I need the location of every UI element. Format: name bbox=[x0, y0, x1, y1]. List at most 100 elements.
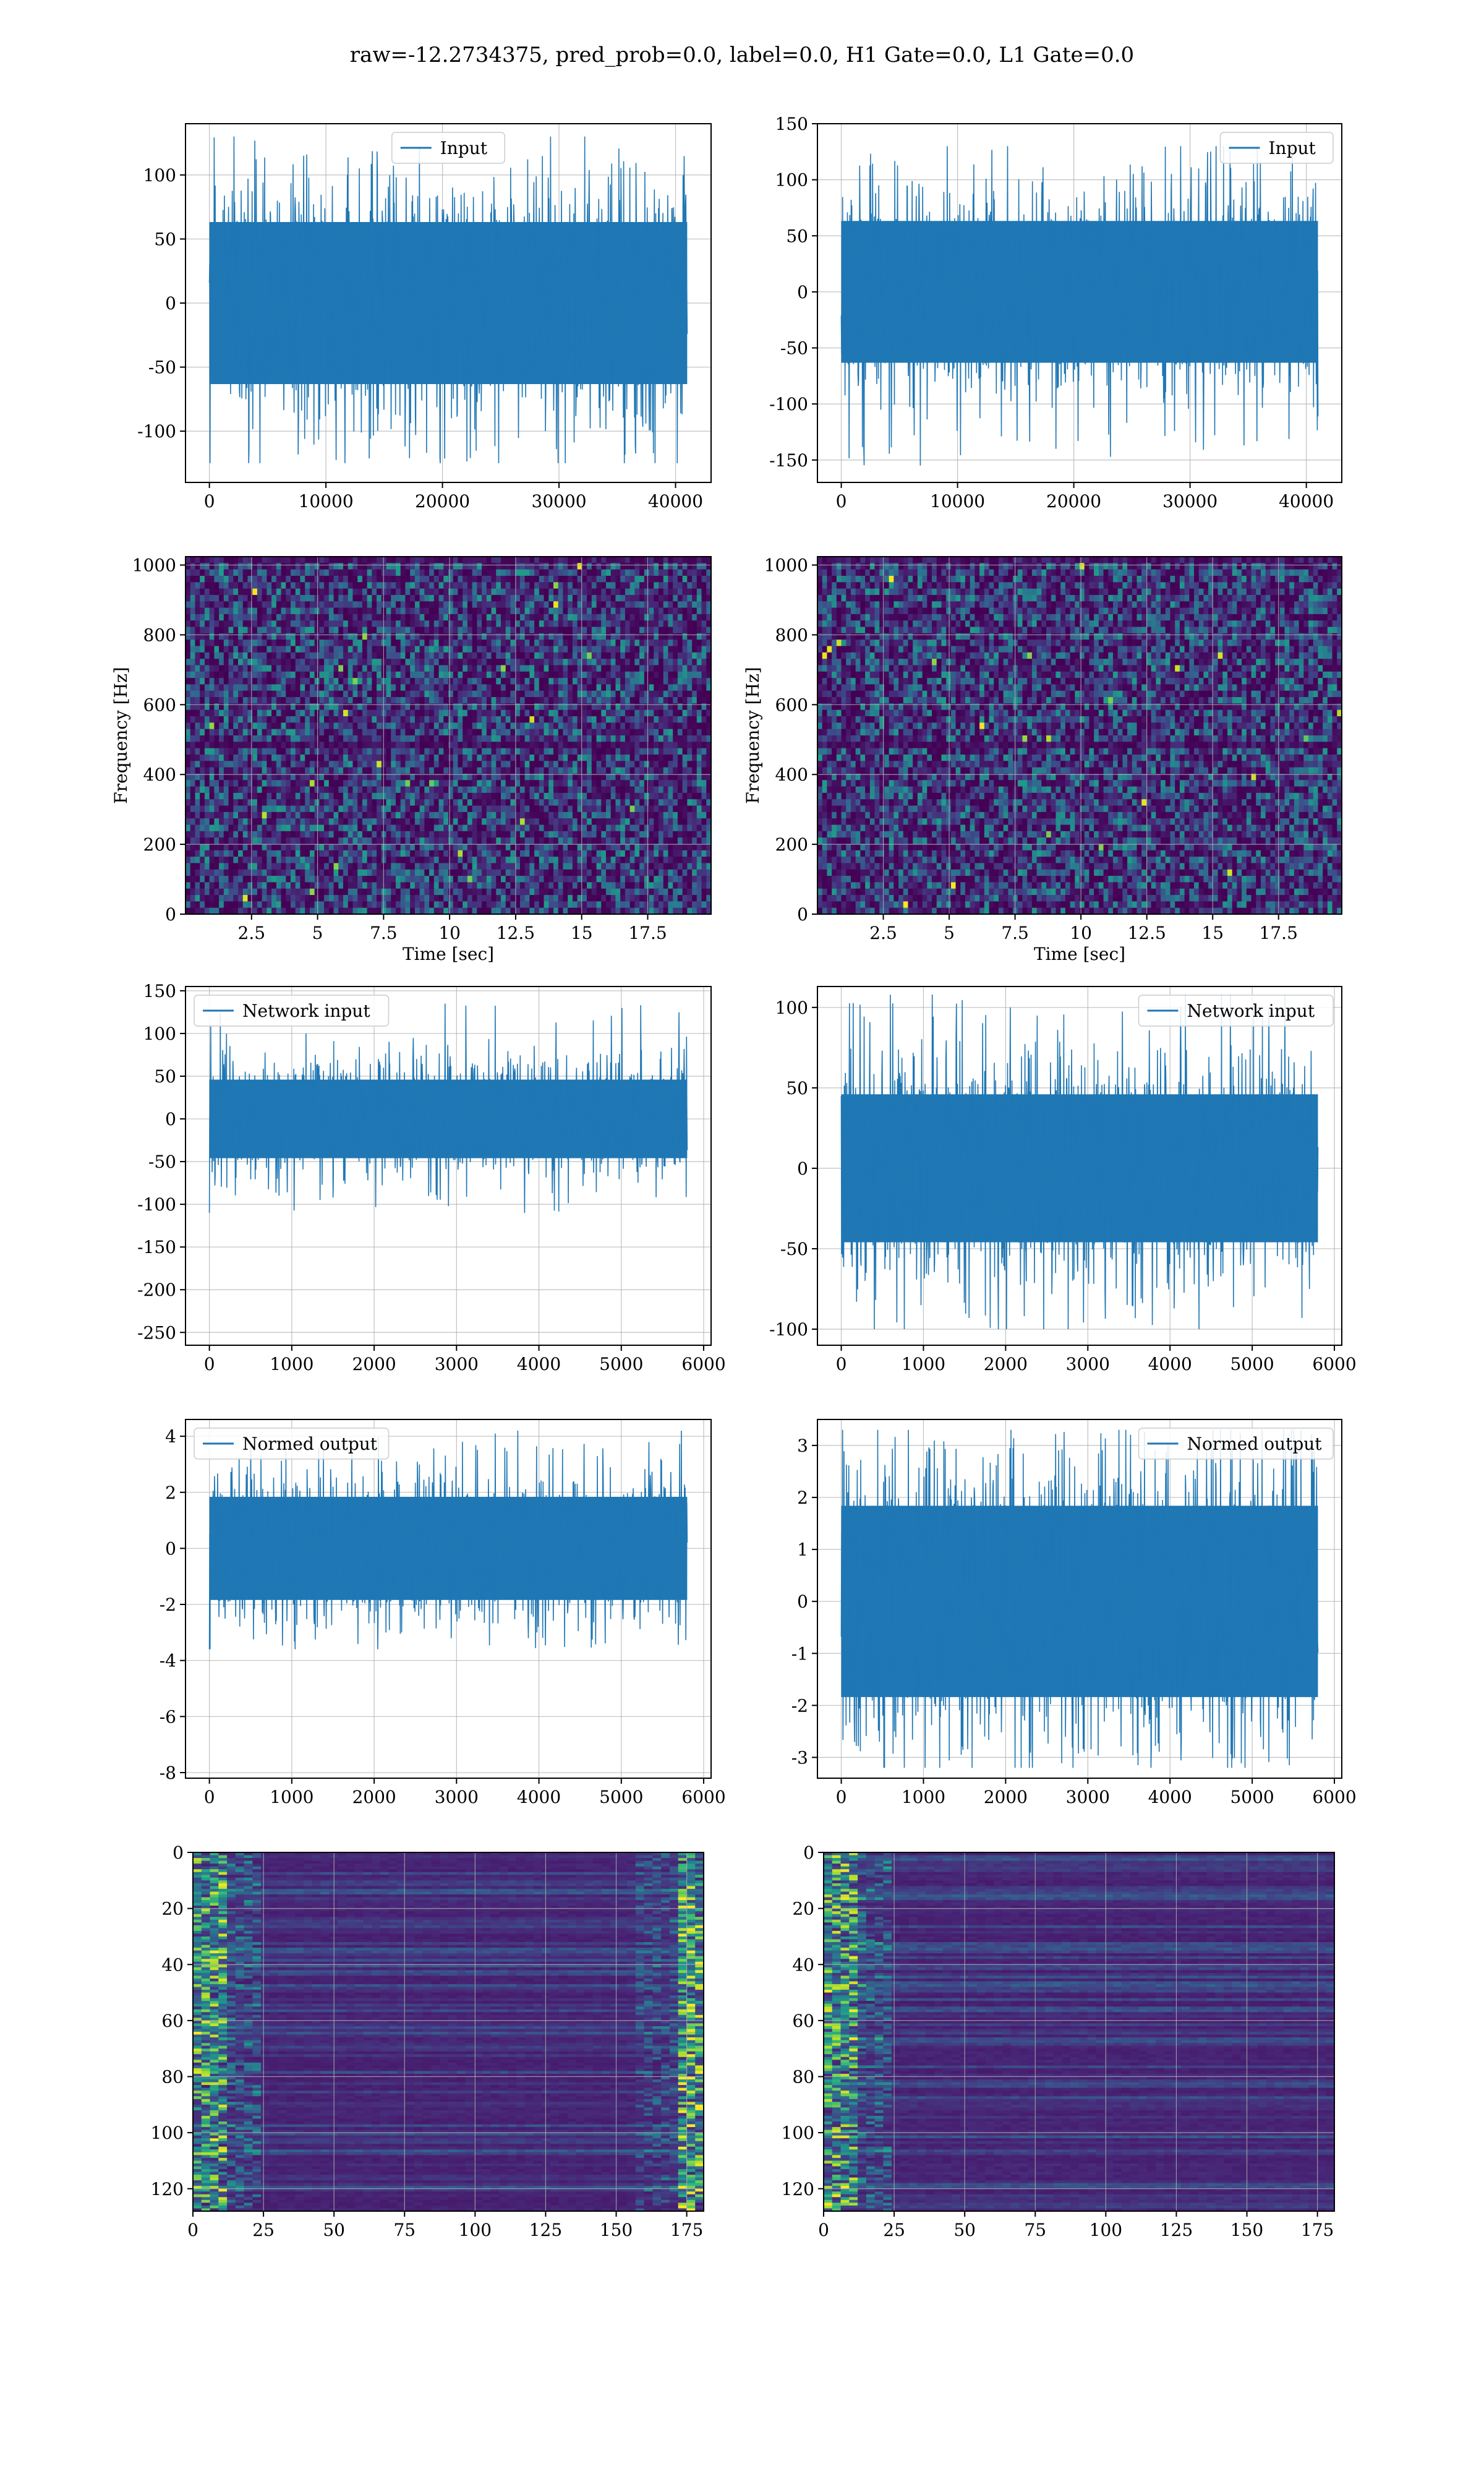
heatmap-cell bbox=[238, 697, 243, 704]
heatmap-cell bbox=[338, 787, 343, 794]
heatmap-cell bbox=[229, 620, 234, 627]
heatmap-cell bbox=[224, 614, 229, 621]
heatmap-cell bbox=[190, 640, 195, 646]
heatmap-cell bbox=[200, 589, 205, 596]
heatmap-cell bbox=[362, 812, 367, 819]
heatmap-cell bbox=[429, 665, 434, 672]
heatmap-cell bbox=[229, 722, 234, 729]
heatmap-cell bbox=[501, 608, 506, 615]
heatmap-cell bbox=[334, 608, 339, 615]
heatmap-cell bbox=[639, 722, 644, 729]
heatmap-cell bbox=[257, 678, 262, 685]
heatmap-cell bbox=[482, 735, 487, 742]
heatmap-cell bbox=[568, 620, 573, 627]
heatmap-cell bbox=[434, 742, 439, 748]
heatmap-cell bbox=[214, 748, 219, 755]
heatmap-cell bbox=[525, 780, 530, 787]
heatmap-cell bbox=[649, 570, 654, 576]
heatmap-cell bbox=[644, 710, 649, 717]
heatmap-cell bbox=[606, 799, 611, 806]
heatmap-cell bbox=[558, 697, 563, 704]
heatmap-cell bbox=[219, 710, 224, 717]
heatmap-cell bbox=[529, 601, 534, 608]
heatmap-cell bbox=[291, 595, 296, 602]
heatmap-cell bbox=[601, 691, 606, 698]
heatmap-cell bbox=[247, 735, 252, 742]
heatmap-cell bbox=[597, 818, 602, 825]
heatmap-cell bbox=[697, 608, 702, 615]
heatmap-cell bbox=[702, 787, 707, 794]
heatmap-cell bbox=[443, 742, 448, 748]
heatmap-cell bbox=[338, 582, 343, 589]
heatmap-cell bbox=[238, 710, 243, 717]
heatmap-cell bbox=[348, 716, 353, 723]
heatmap-cell bbox=[305, 799, 310, 806]
heatmap-cell bbox=[639, 576, 644, 583]
heatmap-cell bbox=[267, 716, 271, 723]
heatmap-cell bbox=[352, 793, 357, 800]
heatmap-cell bbox=[501, 633, 506, 640]
heatmap-cell bbox=[553, 831, 558, 838]
heatmap-cell bbox=[352, 825, 357, 832]
heatmap-cell bbox=[296, 601, 301, 608]
heatmap-cell bbox=[200, 742, 205, 748]
heatmap-cell bbox=[190, 608, 195, 615]
heatmap-cell bbox=[649, 582, 654, 589]
heatmap-cell bbox=[415, 787, 420, 794]
heatmap-cell bbox=[276, 627, 281, 634]
heatmap-cell bbox=[659, 570, 663, 576]
heatmap-cell bbox=[372, 678, 377, 685]
heatmap-cell bbox=[687, 557, 692, 563]
heatmap-cell bbox=[620, 716, 625, 723]
heatmap-cell bbox=[229, 831, 234, 838]
heatmap-cell bbox=[443, 812, 448, 819]
heatmap-cell bbox=[606, 614, 611, 621]
heatmap-cell bbox=[601, 735, 606, 742]
heatmap-cell bbox=[405, 806, 410, 813]
heatmap-cell bbox=[338, 722, 343, 729]
heatmap-cell bbox=[286, 570, 291, 576]
heatmap-cell bbox=[439, 799, 444, 806]
heatmap-cell bbox=[659, 735, 663, 742]
heatmap-cell bbox=[415, 589, 420, 596]
heatmap-cell bbox=[315, 620, 320, 627]
heatmap-cell bbox=[338, 601, 343, 608]
heatmap-cell bbox=[291, 735, 296, 742]
heatmap-cell bbox=[186, 620, 190, 627]
heatmap-cell bbox=[367, 742, 372, 748]
heatmap-cell bbox=[539, 684, 544, 691]
heatmap-cell bbox=[310, 570, 315, 576]
heatmap-cell bbox=[529, 653, 534, 659]
heatmap-cell bbox=[219, 570, 224, 576]
heatmap-cell bbox=[573, 633, 578, 640]
heatmap-cell bbox=[233, 831, 238, 838]
heatmap-cell bbox=[587, 735, 592, 742]
heatmap-cell bbox=[186, 589, 190, 596]
heatmap-cell bbox=[558, 748, 563, 755]
heatmap-cell bbox=[319, 710, 324, 717]
heatmap-cell bbox=[439, 768, 444, 774]
heatmap-cell bbox=[639, 608, 644, 615]
heatmap-cell bbox=[467, 716, 472, 723]
heatmap-cell bbox=[238, 831, 243, 838]
heatmap-cell bbox=[296, 608, 301, 615]
heatmap-cell bbox=[448, 659, 453, 666]
heatmap-cell bbox=[702, 716, 707, 723]
heatmap-cell bbox=[563, 595, 568, 602]
heatmap-cell bbox=[663, 576, 668, 583]
heatmap-cell bbox=[620, 646, 625, 653]
heatmap-cell bbox=[210, 799, 215, 806]
heatmap-cell bbox=[281, 646, 286, 653]
heatmap-cell bbox=[410, 640, 415, 646]
heatmap-cell bbox=[458, 684, 463, 691]
heatmap-cell bbox=[501, 563, 506, 570]
heatmap-cell bbox=[243, 818, 248, 825]
heatmap-cell bbox=[300, 729, 305, 736]
heatmap-cell bbox=[329, 761, 334, 768]
heatmap-cell bbox=[492, 576, 497, 583]
heatmap-cell bbox=[377, 563, 382, 570]
heatmap-cell bbox=[247, 646, 252, 653]
heatmap-cell bbox=[544, 653, 549, 659]
heatmap-cell bbox=[458, 729, 463, 736]
heatmap-cell bbox=[396, 742, 401, 748]
